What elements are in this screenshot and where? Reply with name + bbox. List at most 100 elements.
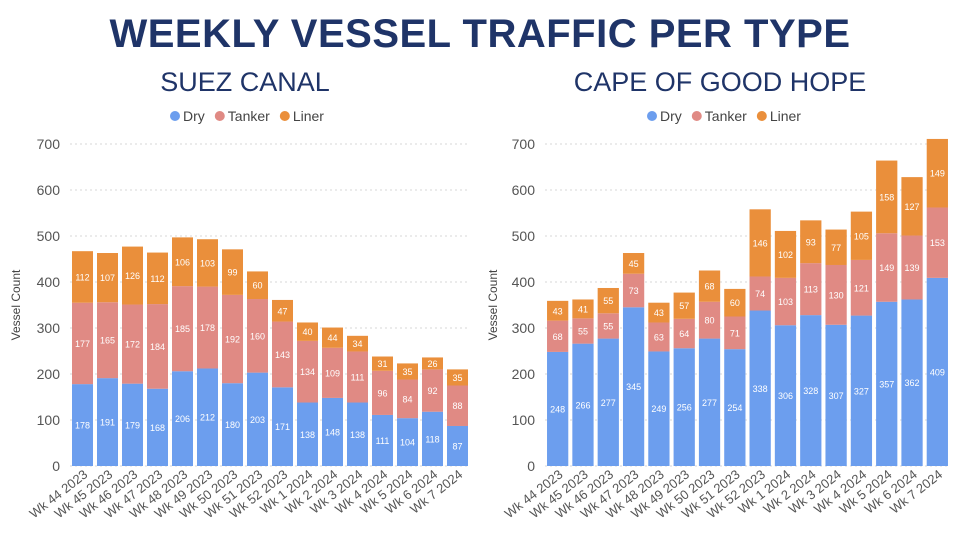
legend-label-tanker: Tanker (228, 108, 270, 124)
y-tick-label: 0 (527, 458, 535, 474)
y-tick-label: 500 (37, 228, 61, 244)
data-label-tanker: 55 (578, 326, 588, 336)
bar-liner (926, 138, 948, 208)
bar-liner (222, 249, 243, 295)
data-label-liner: 107 (100, 273, 115, 283)
y-tick-label: 300 (512, 320, 536, 336)
bar-tanker (901, 235, 923, 300)
bar-dry (322, 397, 343, 466)
data-label-dry: 409 (930, 367, 945, 377)
y-tick-label: 200 (512, 366, 536, 382)
data-label-dry: 180 (225, 420, 240, 430)
data-label-dry: 277 (601, 398, 616, 408)
data-label-dry: 256 (677, 403, 692, 413)
data-label-tanker: 192 (225, 335, 240, 345)
data-label-liner: 99 (227, 268, 237, 278)
data-label-tanker: 149 (879, 263, 894, 273)
data-label-liner: 127 (905, 202, 920, 212)
bar-liner (774, 230, 797, 278)
data-label-tanker: 185 (175, 324, 190, 334)
data-label-dry: 306 (778, 391, 793, 401)
data-label-tanker: 165 (100, 336, 115, 346)
data-label-liner: 45 (629, 259, 639, 269)
bar-dry (397, 418, 418, 466)
data-label-liner: 106 (175, 257, 190, 267)
bar-tanker (673, 318, 695, 349)
chart-title: CAPE OF GOOD HOPE (574, 67, 867, 97)
data-label-dry: 249 (651, 404, 666, 414)
bar-liner (97, 253, 118, 303)
data-label-tanker: 64 (679, 329, 689, 339)
data-label-dry: 248 (550, 404, 565, 414)
bar-tanker (247, 299, 268, 373)
y-tick-label: 200 (37, 366, 61, 382)
data-label-liner: 146 (753, 238, 768, 248)
bar-liner (749, 209, 771, 277)
data-label-dry: 362 (905, 378, 920, 388)
bar-liner (347, 335, 368, 352)
bar-tanker (572, 318, 594, 344)
bar-dry (247, 372, 268, 466)
data-label-liner: 112 (150, 274, 164, 284)
y-tick-label: 0 (52, 458, 60, 474)
data-label-dry: 178 (75, 421, 90, 431)
data-label-liner: 149 (930, 169, 945, 179)
data-label-tanker: 178 (200, 323, 215, 333)
data-label-liner: 93 (806, 237, 816, 247)
data-label-tanker: 63 (654, 332, 664, 342)
bar-liner (800, 220, 822, 264)
data-label-liner: 126 (125, 271, 140, 281)
bar-liner (724, 288, 746, 317)
bar-tanker (97, 302, 118, 379)
data-label-dry: 345 (626, 382, 641, 392)
data-label-liner: 60 (730, 298, 740, 308)
bar-dry (698, 338, 721, 466)
data-label-tanker: 74 (755, 289, 765, 299)
data-label-tanker: 88 (452, 401, 462, 411)
data-label-liner: 31 (377, 359, 387, 369)
data-label-liner: 77 (831, 243, 841, 253)
bar-dry (297, 402, 318, 466)
bar-tanker (597, 313, 619, 339)
y-tick-label: 100 (512, 412, 536, 428)
bar-liner (247, 271, 268, 300)
bar-tanker (72, 302, 93, 385)
bar-liner (397, 363, 418, 380)
data-label-dry: 206 (175, 414, 190, 424)
bar-dry (347, 402, 368, 466)
data-label-liner: 112 (75, 272, 89, 282)
legend-label-dry: Dry (183, 108, 205, 124)
data-label-liner: 102 (778, 250, 793, 260)
y-tick-label: 100 (37, 412, 61, 428)
suez-canal-chart: SUEZ CANAL Dry Tanker Liner 0 100 200 300 400 500… (9, 67, 470, 521)
data-label-tanker: 84 (402, 394, 412, 404)
bar-liner (297, 322, 318, 341)
bar-dry (372, 414, 393, 466)
data-label-dry: 179 (125, 420, 140, 430)
bar-tanker (297, 340, 318, 403)
data-label-dry: 138 (350, 430, 365, 440)
bar-liner (72, 251, 93, 303)
bar-tanker (749, 276, 771, 311)
bar-liner (272, 299, 293, 322)
data-label-tanker: 139 (905, 263, 920, 273)
data-label-liner: 34 (352, 339, 362, 349)
bar-dry (876, 301, 898, 466)
data-label-tanker: 121 (854, 283, 869, 293)
bar-tanker (698, 301, 721, 339)
data-label-tanker: 134 (300, 367, 315, 377)
bar-liner (876, 160, 898, 234)
y-tick-label: 700 (37, 136, 61, 152)
bar-liner (572, 299, 594, 319)
bar-liner (372, 356, 393, 371)
bar-dry (648, 351, 670, 466)
bar-liner (122, 246, 143, 305)
bar-dry (850, 315, 873, 466)
bar-tanker (447, 385, 468, 426)
bar-tanker (876, 233, 898, 302)
data-label-dry: 87 (452, 441, 462, 451)
bar-tanker (147, 304, 168, 389)
bar-liner (597, 287, 619, 314)
bar-dry (197, 368, 218, 466)
bar-liner (447, 369, 468, 386)
